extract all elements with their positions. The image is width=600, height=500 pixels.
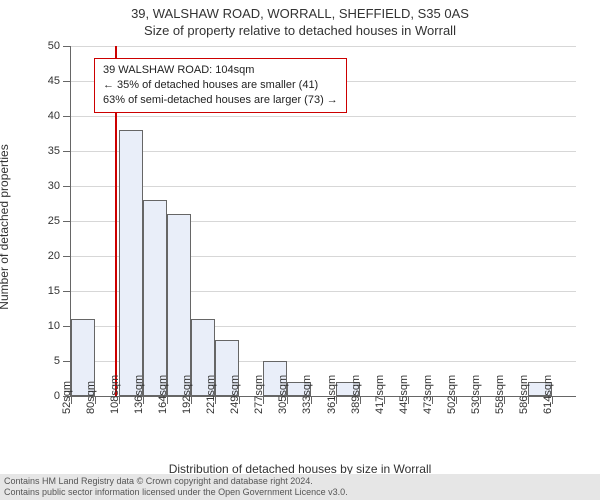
y-tick — [63, 81, 71, 82]
y-tick-label: 5 — [32, 355, 60, 367]
footer-line1: Contains HM Land Registry data © Crown c… — [4, 476, 596, 487]
y-tick — [63, 151, 71, 152]
y-tick-label: 10 — [32, 320, 60, 332]
y-tick — [63, 116, 71, 117]
gridline — [71, 46, 576, 47]
info-box-line1: 39 WALSHAW ROAD: 104sqm — [103, 63, 338, 78]
y-tick — [63, 186, 71, 187]
y-tick-label: 25 — [32, 215, 60, 227]
chart-title-sub: Size of property relative to detached ho… — [0, 21, 600, 38]
y-tick — [63, 221, 71, 222]
y-tick — [63, 326, 71, 327]
y-tick-label: 40 — [32, 110, 60, 122]
info-box-line2: ← 35% of detached houses are smaller (41… — [103, 78, 338, 93]
y-tick-label: 45 — [32, 75, 60, 87]
y-tick — [63, 291, 71, 292]
gridline — [71, 116, 576, 117]
y-tick — [63, 361, 71, 362]
y-tick-label: 0 — [32, 390, 60, 402]
y-tick-label: 50 — [32, 40, 60, 52]
gridline — [71, 186, 576, 187]
y-tick-label: 20 — [32, 250, 60, 262]
footer-line2: Contains public sector information licen… — [4, 487, 596, 498]
y-tick — [63, 256, 71, 257]
gridline — [71, 151, 576, 152]
y-tick-label: 35 — [32, 145, 60, 157]
chart-title-main: 39, WALSHAW ROAD, WORRALL, SHEFFIELD, S3… — [0, 0, 600, 21]
chart-container: 39, WALSHAW ROAD, WORRALL, SHEFFIELD, S3… — [0, 0, 600, 500]
y-tick-label: 30 — [32, 180, 60, 192]
footer: Contains HM Land Registry data © Crown c… — [0, 474, 600, 500]
histogram-bar — [119, 130, 143, 396]
y-tick — [63, 46, 71, 47]
y-tick-label: 15 — [32, 285, 60, 297]
y-axis-label: Number of detached properties — [0, 144, 11, 309]
info-box-line3: 63% of semi-detached houses are larger (… — [103, 93, 338, 108]
histogram-bar — [167, 214, 191, 396]
histogram-bar — [143, 200, 167, 396]
info-box: 39 WALSHAW ROAD: 104sqm ← 35% of detache… — [94, 58, 347, 113]
